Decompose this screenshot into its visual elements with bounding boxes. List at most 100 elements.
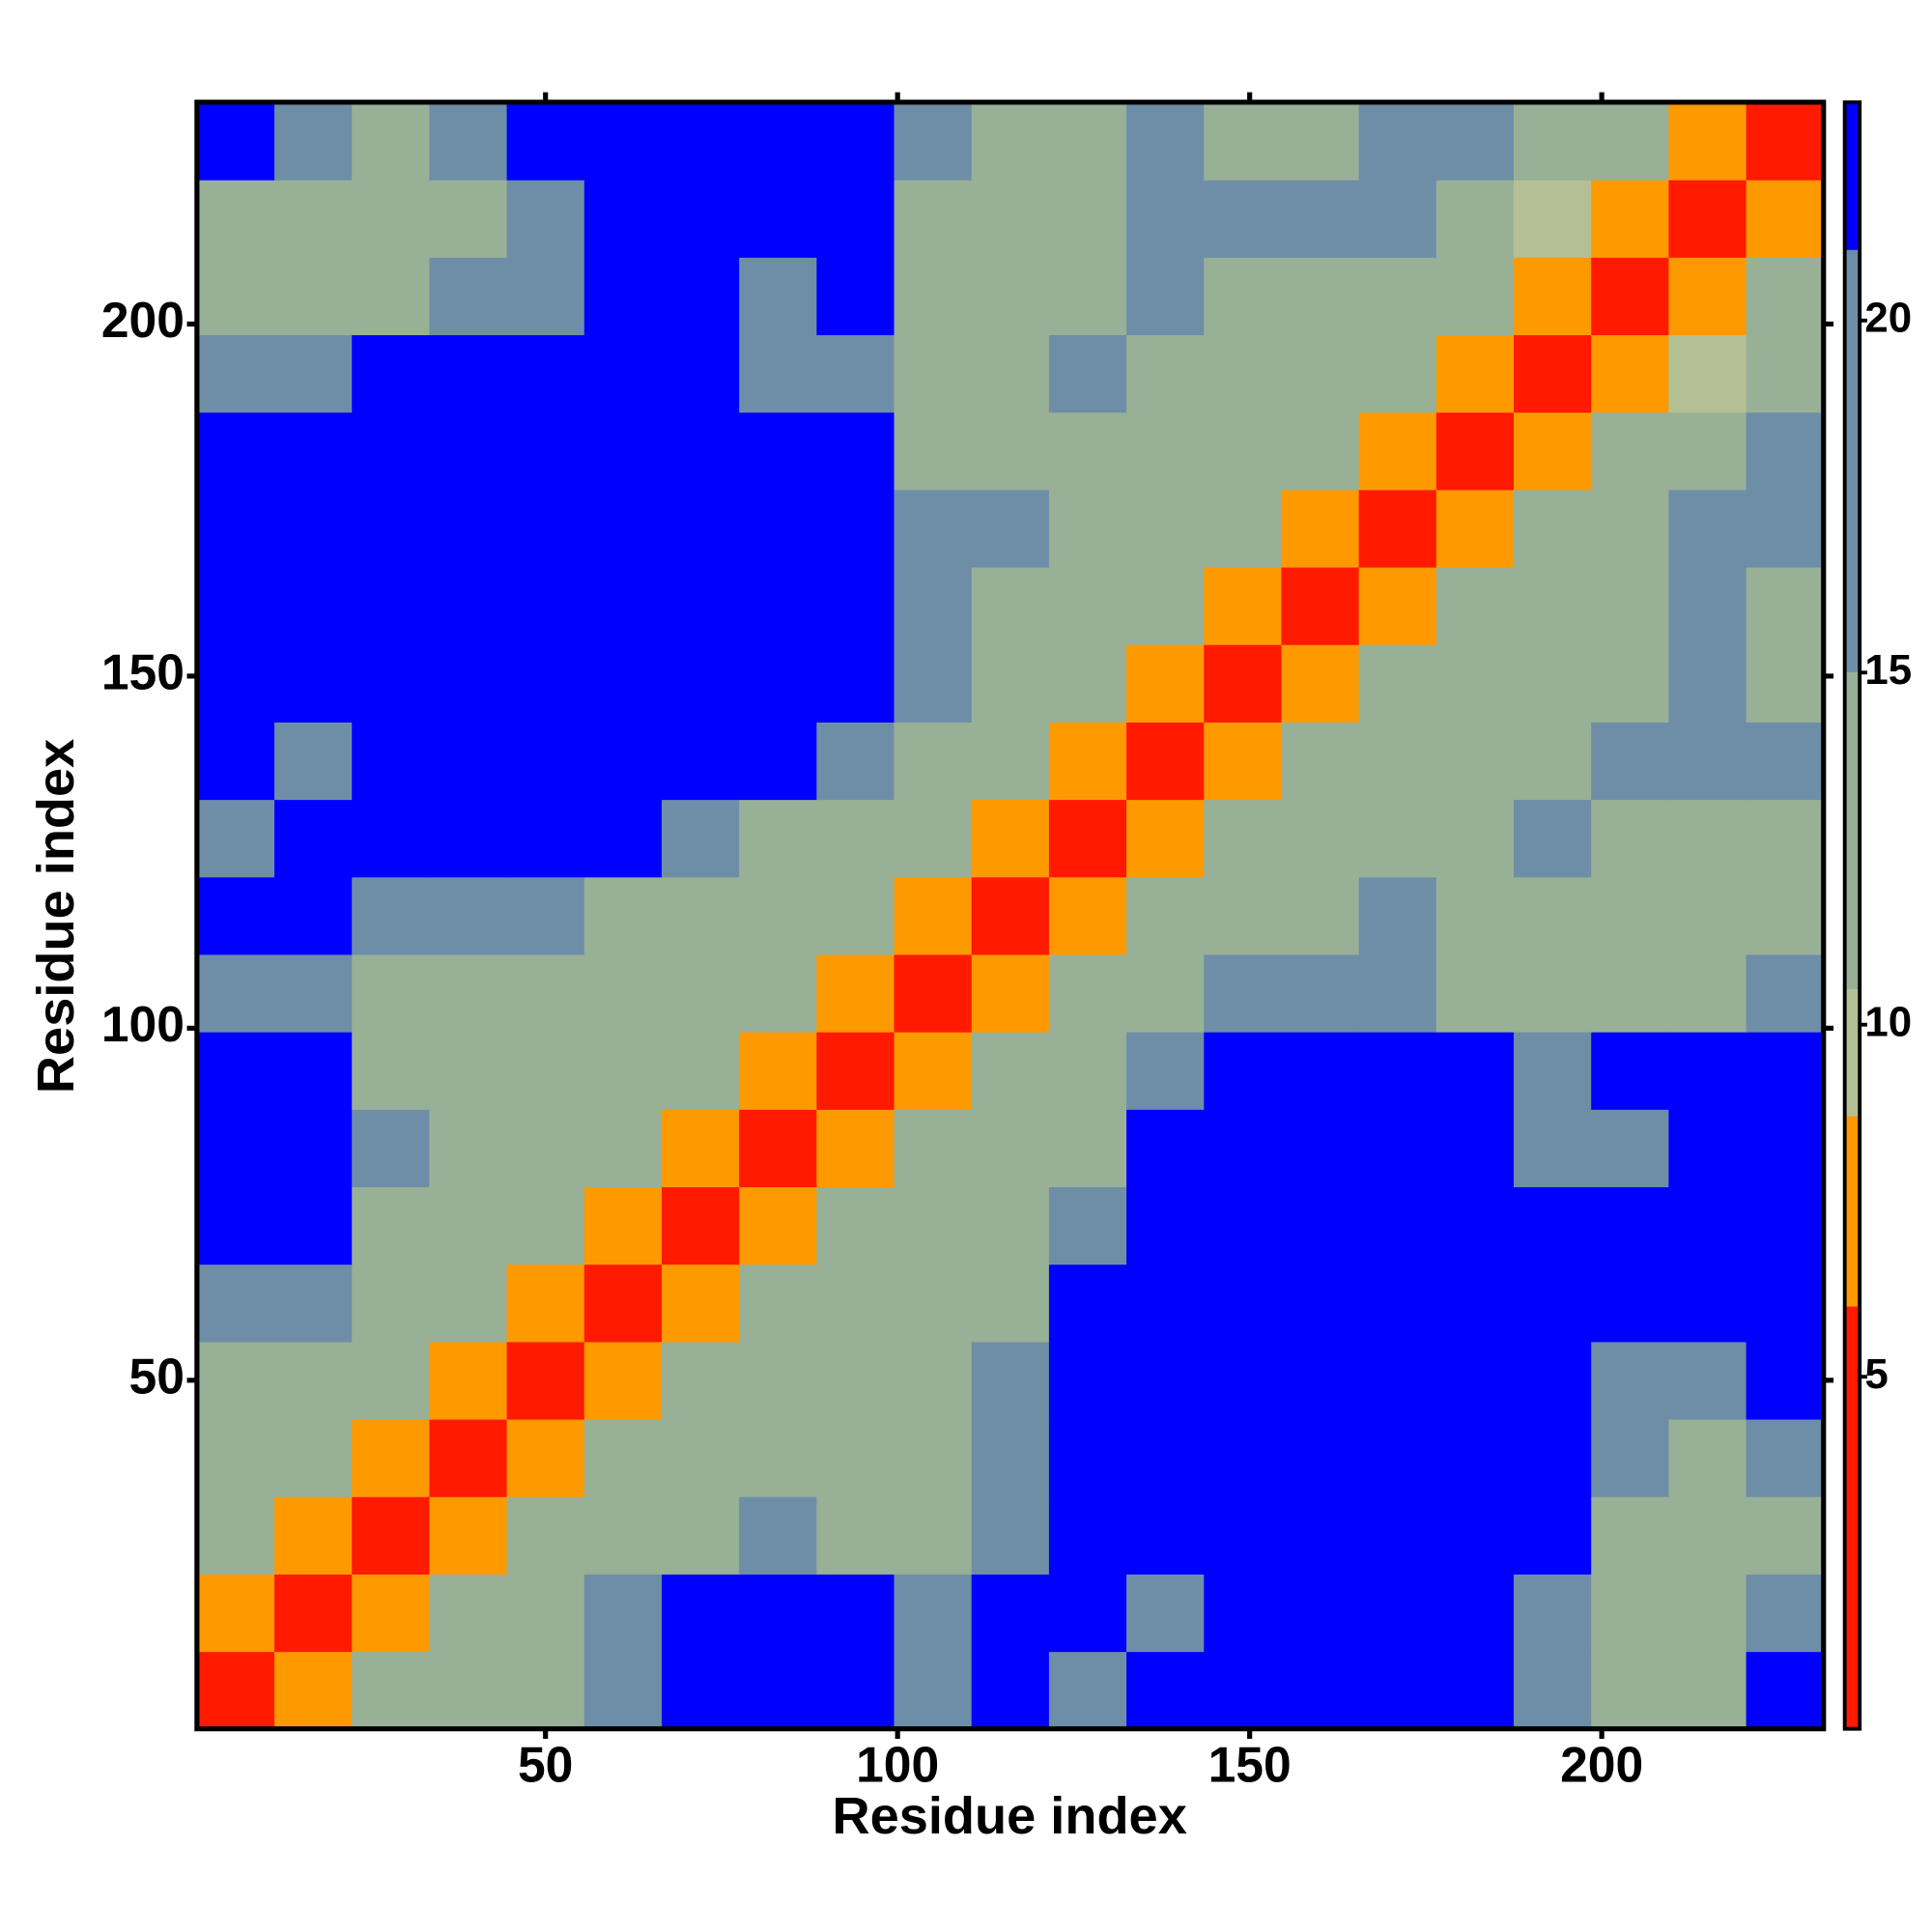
heatmap-cell bbox=[196, 722, 275, 801]
heatmap-cell bbox=[1514, 566, 1592, 645]
heatmap-cell bbox=[816, 101, 895, 181]
heatmap-cell bbox=[1746, 644, 1825, 723]
heatmap-cell bbox=[274, 489, 353, 568]
heatmap-cell bbox=[971, 722, 1050, 801]
heatmap-cell bbox=[739, 1496, 817, 1575]
heatmap-cell bbox=[1204, 257, 1283, 336]
heatmap-cell bbox=[661, 257, 740, 336]
heatmap-cell bbox=[1746, 722, 1825, 801]
heatmap-cell bbox=[661, 1651, 740, 1730]
colorbar-band bbox=[1844, 672, 1861, 990]
heatmap-cell bbox=[274, 257, 353, 336]
heatmap-cell bbox=[1358, 179, 1437, 258]
heatmap-cell bbox=[739, 1418, 817, 1497]
heatmap-cell bbox=[274, 953, 353, 1033]
heatmap-cell bbox=[1204, 1032, 1283, 1110]
heatmap-cell bbox=[1204, 1109, 1283, 1188]
heatmap-cell bbox=[583, 1032, 663, 1110]
heatmap-cell bbox=[894, 953, 973, 1033]
heatmap-cell bbox=[352, 1341, 431, 1420]
heatmap-cell bbox=[274, 1496, 353, 1575]
heatmap-cell bbox=[816, 489, 895, 568]
heatmap-cell bbox=[1668, 101, 1747, 181]
heatmap-cell bbox=[274, 722, 353, 801]
heatmap-cell bbox=[1281, 1574, 1360, 1653]
heatmap-cell bbox=[274, 1418, 353, 1497]
heatmap-cell bbox=[739, 1186, 817, 1265]
heatmap-cell bbox=[816, 566, 895, 645]
heatmap-cell bbox=[1281, 412, 1360, 491]
heatmap-cell bbox=[971, 799, 1050, 878]
heatmap-cell bbox=[506, 1186, 585, 1265]
heatmap-cell bbox=[1668, 1418, 1747, 1497]
heatmap-cell bbox=[1746, 566, 1825, 645]
heatmap-cell bbox=[1591, 1341, 1670, 1420]
heatmap-cell bbox=[196, 566, 275, 645]
heatmap-cell bbox=[429, 566, 508, 645]
heatmap-cell bbox=[1435, 1651, 1515, 1730]
heatmap-cell bbox=[1435, 101, 1515, 181]
heatmap-cell bbox=[1358, 489, 1437, 568]
heatmap-cell bbox=[1435, 1574, 1515, 1653]
heatmap-cell bbox=[1668, 257, 1747, 336]
heatmap-cell bbox=[894, 334, 973, 413]
heatmap-cell bbox=[1126, 334, 1205, 413]
y-tick-label: 200 bbox=[101, 292, 185, 348]
heatmap-cell bbox=[1281, 1651, 1360, 1730]
heatmap-cell bbox=[1358, 1264, 1437, 1343]
heatmap-cell bbox=[1126, 257, 1205, 336]
heatmap-cell bbox=[1514, 412, 1592, 491]
heatmap-cell bbox=[429, 1186, 508, 1265]
heatmap-cell bbox=[816, 179, 895, 258]
heatmap-cell bbox=[894, 412, 973, 491]
heatmap-cell bbox=[1048, 101, 1127, 181]
heatmap-cell bbox=[506, 1574, 585, 1653]
colorbar-frame bbox=[1842, 99, 1862, 1731]
heatmap-cell bbox=[739, 179, 817, 258]
heatmap-cell bbox=[429, 1418, 508, 1497]
heatmap-cell bbox=[429, 876, 508, 955]
heatmap-cell bbox=[1204, 101, 1283, 181]
heatmap-cell bbox=[816, 1341, 895, 1420]
heatmap-cell bbox=[661, 644, 740, 723]
heatmap-cell bbox=[352, 1109, 431, 1188]
heatmap-cell bbox=[661, 1032, 740, 1110]
heatmap-cell bbox=[352, 799, 431, 878]
heatmap-cell bbox=[583, 876, 663, 955]
heatmap-cell bbox=[1668, 1264, 1747, 1343]
heatmap-cell bbox=[1048, 876, 1127, 955]
heatmap-cell bbox=[894, 1496, 973, 1575]
heatmap-cell bbox=[739, 876, 817, 955]
heatmap-cell bbox=[583, 644, 663, 723]
heatmap-cell bbox=[739, 1341, 817, 1420]
heatmap-cell bbox=[1591, 722, 1670, 801]
heatmap-cell bbox=[1668, 1341, 1747, 1420]
heatmap-cell bbox=[739, 412, 817, 491]
heatmap-cell bbox=[661, 1264, 740, 1343]
heatmap-cell bbox=[1126, 1186, 1205, 1265]
heatmap-cell bbox=[1048, 1032, 1127, 1110]
heatmap-cell bbox=[196, 1496, 275, 1575]
heatmap-cell bbox=[1281, 1341, 1360, 1420]
heatmap-cell bbox=[1204, 799, 1283, 878]
heatmap-cell bbox=[1281, 1418, 1360, 1497]
heatmap-cell bbox=[894, 1264, 973, 1343]
heatmap-cell bbox=[429, 1651, 508, 1730]
heatmap-cell bbox=[1281, 257, 1360, 336]
heatmap-cell bbox=[1358, 1032, 1437, 1110]
heatmap-cell bbox=[1746, 101, 1825, 181]
heatmap-cell bbox=[196, 1574, 275, 1653]
heatmap-cell bbox=[894, 1651, 973, 1730]
heatmap-cell bbox=[1668, 953, 1747, 1033]
heatmap-cell bbox=[816, 953, 895, 1033]
heatmap-cell bbox=[274, 1186, 353, 1265]
heatmap-cell bbox=[1358, 412, 1437, 491]
heatmap-cell bbox=[971, 1264, 1050, 1343]
heatmap-cell bbox=[1746, 412, 1825, 491]
heatmap-cell bbox=[1435, 1418, 1515, 1497]
heatmap-cell bbox=[429, 799, 508, 878]
heatmap-cell bbox=[1514, 101, 1592, 181]
heatmap-cell bbox=[816, 799, 895, 878]
heatmap-cell bbox=[1281, 334, 1360, 413]
heatmap-cell bbox=[1668, 179, 1747, 258]
